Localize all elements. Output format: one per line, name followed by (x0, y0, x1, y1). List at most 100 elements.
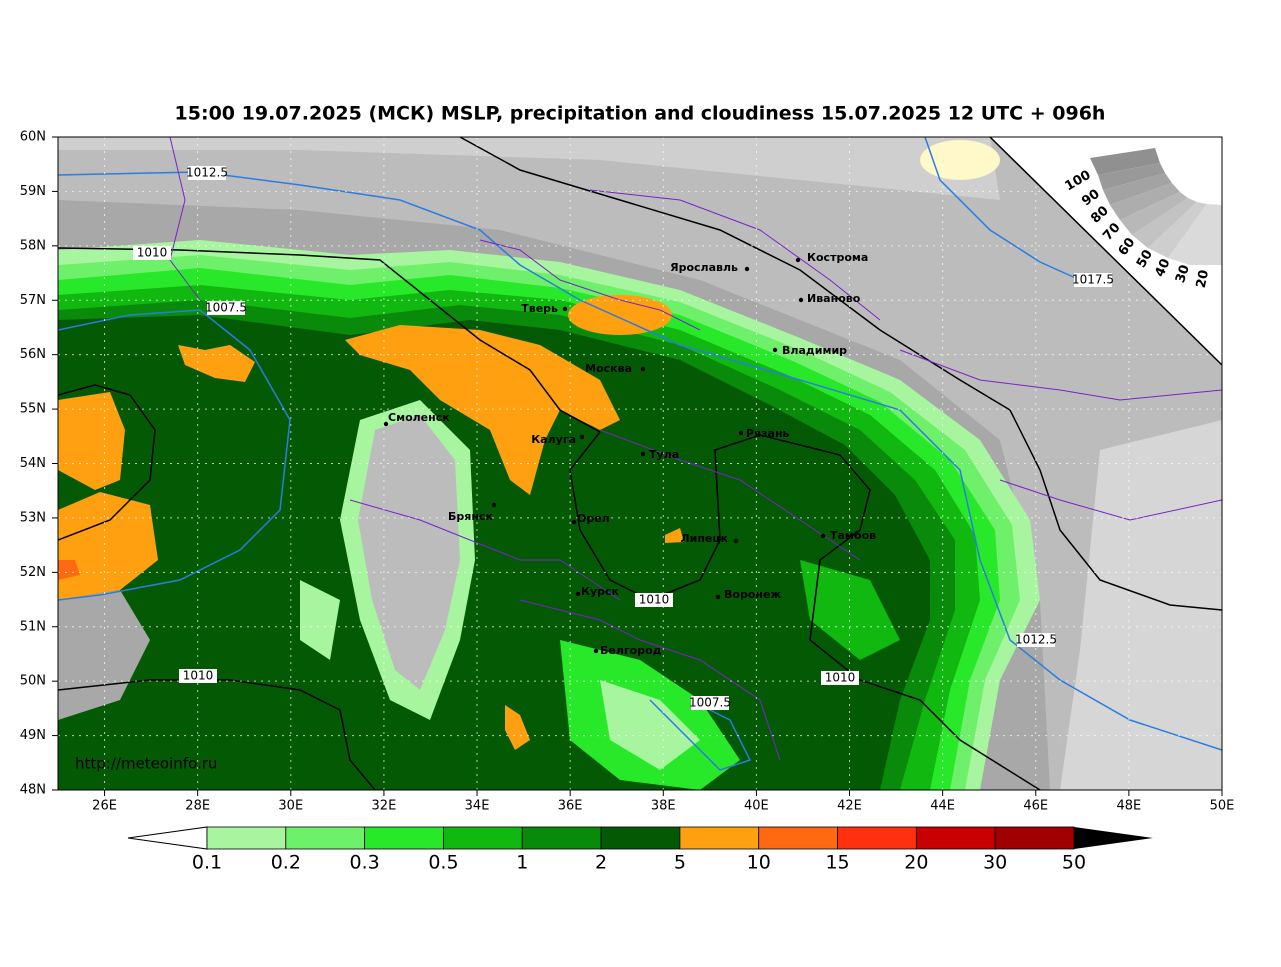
lat-label: 52N (20, 565, 46, 580)
city-dot (562, 306, 568, 312)
city-label: Владимир (782, 344, 847, 357)
city-dot (575, 591, 581, 597)
lat-label: 55N (20, 402, 46, 417)
isobar-label: 1012.5 (186, 166, 228, 180)
lat-label: 50N (20, 674, 46, 689)
isobar-label-box (207, 301, 245, 315)
city-label: Воронеж (724, 588, 781, 601)
colorbar-label: 0.2 (271, 852, 301, 874)
lat-label: 54N (20, 456, 46, 471)
city-dot (593, 648, 599, 654)
cloud-label: 40 (1152, 257, 1173, 280)
colorbar-swatch (679, 826, 760, 850)
cloud-legend (1090, 148, 1222, 265)
colorbar-label: 2 (595, 852, 607, 874)
city-dot (571, 519, 577, 525)
colorbar-swatch (837, 826, 917, 850)
city-label: Москва (585, 362, 632, 375)
city-label: Смоленск (388, 411, 450, 424)
colorbar-label: 10 (747, 852, 771, 874)
colorbar-label: 1 (516, 852, 528, 874)
city-dot (640, 451, 646, 457)
colorbar-label: 0.1 (192, 852, 222, 874)
city-dot (772, 347, 778, 353)
lon-label: 26E (92, 799, 117, 814)
city-dot (738, 430, 744, 436)
borders (169, 137, 1222, 761)
isobars-blue (58, 137, 1222, 771)
colorbar-label: 30 (983, 852, 1007, 874)
colorbar-label: 50 (1062, 852, 1086, 874)
colorbar-swatch (443, 826, 523, 850)
grid (58, 137, 1222, 790)
isobar-label-box (821, 671, 859, 685)
lon-label: 46E (1023, 799, 1048, 814)
colorbar-label: 0.5 (428, 852, 458, 874)
lon-label: 28E (185, 799, 210, 814)
city-dot (820, 533, 826, 539)
isobar-label-box (133, 246, 171, 260)
lon-label: 48E (1116, 799, 1141, 814)
city-dot (579, 434, 585, 440)
lat-label: 59N (20, 184, 46, 199)
city-label: Тамбов (830, 529, 876, 542)
colorbar-swatch (758, 826, 838, 850)
cloud-label: 30 (1173, 263, 1193, 285)
city-label: Курск (581, 585, 620, 598)
lon-label: 50E (1210, 799, 1235, 814)
lon-label: 34E (465, 799, 490, 814)
isobar-label-box (1074, 273, 1112, 287)
city-label: Кострома (807, 251, 868, 264)
lon-label: 30E (278, 799, 303, 814)
heavy-precip (58, 295, 684, 750)
isobar-label: 1012.5 (1015, 633, 1057, 647)
colorbar-swatch (600, 826, 681, 850)
city-dot (795, 257, 801, 263)
city-label: Тула (649, 448, 679, 461)
colorbar-label: 20 (904, 852, 928, 874)
colorbar-label: 15 (825, 852, 849, 874)
lon-label: 36E (558, 799, 583, 814)
colorbar-label: 0.3 (350, 852, 380, 874)
url: http://meteoinfo.ru (75, 755, 217, 773)
lat-label: 53N (20, 510, 46, 525)
isobar-label-box (188, 166, 226, 180)
city-dot (744, 266, 750, 272)
isobar-label: 1010 (639, 593, 670, 607)
colorbar-label: 5 (674, 852, 686, 874)
isobar-label-box (691, 696, 729, 710)
lat-label: 57N (20, 293, 46, 308)
city-dot (640, 366, 646, 372)
city-label: Рязань (746, 427, 790, 440)
city-dot (715, 594, 721, 600)
lat-label: 51N (20, 619, 46, 634)
isobar-label-box (1017, 633, 1055, 647)
colorbar-swatch (285, 826, 366, 850)
colorbar-swatch (206, 826, 287, 850)
city-dot (491, 502, 497, 508)
lat-label: 48N (20, 783, 46, 798)
map-field (58, 137, 1222, 790)
city-label: Орел (577, 512, 610, 525)
lon-label: 42E (837, 799, 862, 814)
isobar-label-box (635, 593, 673, 607)
city-label: Липецк (680, 532, 728, 545)
isobar-label: 1017.5 (1072, 273, 1114, 287)
lon-label: 40E (744, 799, 769, 814)
city-label: Брянск (448, 510, 493, 523)
lat-label: 56N (20, 347, 46, 362)
colorbar-swatch (915, 826, 996, 850)
lon-label: 38E (651, 799, 676, 814)
lat-label: 49N (20, 728, 46, 743)
cloud-label: 20 (1194, 269, 1212, 290)
isobar-label: 1010 (825, 671, 856, 685)
city-dot (798, 297, 804, 303)
city-dot (733, 538, 739, 544)
colorbar-swatch (994, 826, 1075, 850)
lon-label: 32E (372, 799, 397, 814)
city-dot (383, 421, 389, 427)
isobar-label: 1007.5 (205, 301, 247, 315)
city-label: Иваново (807, 292, 861, 305)
map-labels: 60N 59N 58N 57N 56N 55N 54N 53N 52N 51N 50N 49N 48N 2… (20, 130, 1235, 814)
